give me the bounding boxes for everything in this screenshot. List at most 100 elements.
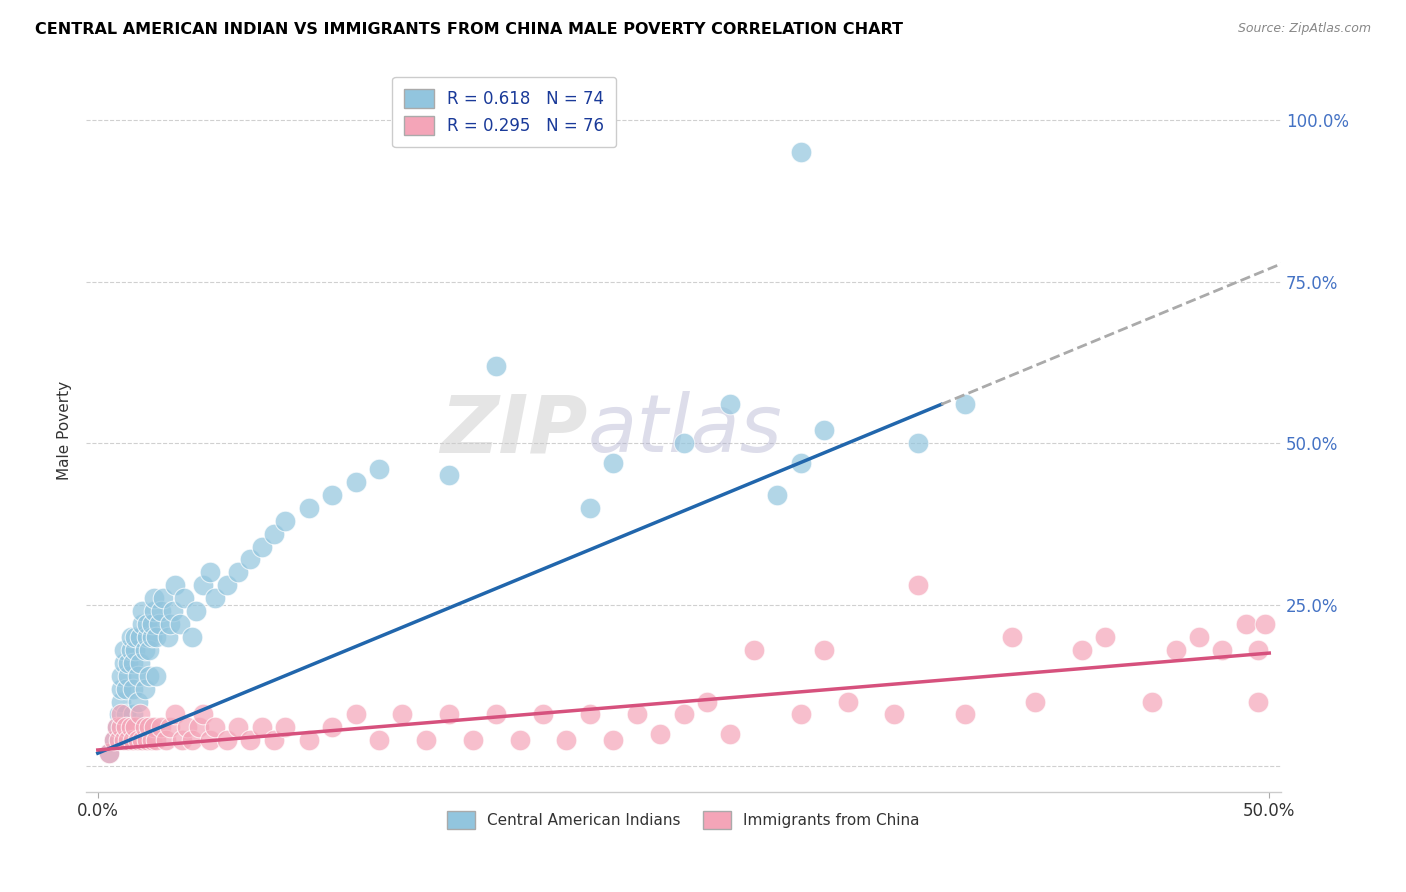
Point <box>127 669 149 683</box>
Point <box>143 591 166 606</box>
Point <box>141 733 163 747</box>
Point <box>789 707 811 722</box>
Point <box>193 707 215 722</box>
Point <box>204 720 226 734</box>
Point <box>159 617 181 632</box>
Point <box>274 514 297 528</box>
Point <box>485 359 508 373</box>
Point <box>150 604 173 618</box>
Point <box>321 488 343 502</box>
Point <box>145 630 167 644</box>
Point <box>143 720 166 734</box>
Point <box>117 656 139 670</box>
Point <box>129 630 152 644</box>
Point <box>150 720 173 734</box>
Point <box>461 733 484 747</box>
Point <box>1253 617 1275 632</box>
Y-axis label: Male Poverty: Male Poverty <box>58 381 72 480</box>
Point <box>228 566 250 580</box>
Point <box>813 423 835 437</box>
Text: atlas: atlas <box>588 392 783 469</box>
Point <box>124 720 146 734</box>
Point <box>250 720 273 734</box>
Point <box>415 733 437 747</box>
Point <box>124 630 146 644</box>
Point <box>169 617 191 632</box>
Point <box>141 630 163 644</box>
Point <box>110 669 132 683</box>
Point <box>131 733 153 747</box>
Point <box>134 720 156 734</box>
Point <box>122 656 145 670</box>
Point <box>391 707 413 722</box>
Point <box>368 733 391 747</box>
Point <box>98 746 121 760</box>
Point <box>672 436 695 450</box>
Point <box>138 720 160 734</box>
Point <box>200 566 222 580</box>
Point <box>672 707 695 722</box>
Point <box>134 681 156 696</box>
Point <box>143 604 166 618</box>
Point <box>789 145 811 160</box>
Point <box>103 733 125 747</box>
Point <box>298 500 321 515</box>
Point <box>766 488 789 502</box>
Point <box>718 397 741 411</box>
Point <box>250 540 273 554</box>
Point <box>122 733 145 747</box>
Point <box>531 707 554 722</box>
Point <box>136 617 159 632</box>
Point <box>172 733 194 747</box>
Point <box>136 733 159 747</box>
Point <box>907 578 929 592</box>
Point <box>176 720 198 734</box>
Point <box>1246 694 1268 708</box>
Text: ZIP: ZIP <box>440 392 588 469</box>
Point <box>180 630 202 644</box>
Point <box>321 720 343 734</box>
Point <box>193 578 215 592</box>
Point <box>131 604 153 618</box>
Point <box>298 733 321 747</box>
Point <box>228 720 250 734</box>
Point <box>344 707 367 722</box>
Point <box>120 643 142 657</box>
Point <box>1164 643 1187 657</box>
Point <box>115 707 138 722</box>
Point <box>274 720 297 734</box>
Point <box>138 669 160 683</box>
Point <box>108 707 131 722</box>
Point <box>439 707 461 722</box>
Point <box>131 617 153 632</box>
Point <box>263 733 285 747</box>
Legend: Central American Indians, Immigrants from China: Central American Indians, Immigrants fro… <box>441 805 925 835</box>
Point <box>165 707 187 722</box>
Point <box>122 681 145 696</box>
Point <box>105 720 128 734</box>
Point <box>124 643 146 657</box>
Point <box>98 746 121 760</box>
Point <box>742 643 765 657</box>
Point <box>626 707 648 722</box>
Point <box>696 694 718 708</box>
Point <box>159 720 181 734</box>
Point <box>215 733 238 747</box>
Point <box>110 694 132 708</box>
Point <box>112 733 135 747</box>
Text: Source: ZipAtlas.com: Source: ZipAtlas.com <box>1237 22 1371 36</box>
Point <box>122 707 145 722</box>
Point <box>127 733 149 747</box>
Point <box>112 656 135 670</box>
Point <box>718 727 741 741</box>
Point <box>103 733 125 747</box>
Point <box>1140 694 1163 708</box>
Point <box>148 617 170 632</box>
Point <box>155 733 177 747</box>
Point <box>578 500 600 515</box>
Point <box>138 643 160 657</box>
Point <box>134 643 156 657</box>
Point <box>837 694 859 708</box>
Point <box>813 643 835 657</box>
Point <box>1211 643 1233 657</box>
